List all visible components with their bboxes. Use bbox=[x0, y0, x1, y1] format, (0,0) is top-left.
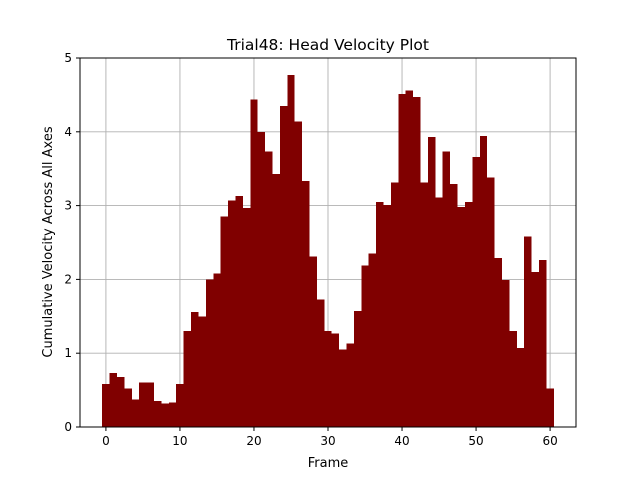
bar bbox=[398, 94, 406, 428]
bar bbox=[442, 151, 451, 427]
axis-ticks: 0 10 20 30 40 50 60 0 1 2 3 4 5 bbox=[64, 51, 557, 448]
bar bbox=[257, 131, 266, 428]
bar bbox=[457, 207, 465, 427]
bar bbox=[146, 382, 155, 427]
bar bbox=[524, 236, 532, 427]
bar bbox=[168, 402, 177, 427]
bar bbox=[102, 384, 110, 427]
y-tick-label: 5 bbox=[64, 51, 72, 65]
bar bbox=[139, 382, 147, 427]
bar bbox=[546, 388, 554, 427]
bar bbox=[427, 136, 436, 427]
bar bbox=[250, 99, 258, 427]
bar bbox=[516, 348, 525, 427]
bar bbox=[220, 216, 229, 427]
bar bbox=[272, 173, 280, 427]
bar bbox=[501, 280, 510, 427]
bar bbox=[265, 151, 273, 427]
bar bbox=[368, 253, 377, 427]
bar bbox=[228, 200, 236, 427]
bar bbox=[191, 311, 199, 427]
bars bbox=[102, 74, 554, 428]
bar bbox=[376, 201, 384, 427]
x-tick-label: 60 bbox=[542, 434, 557, 448]
bar bbox=[183, 331, 192, 427]
bar bbox=[302, 181, 310, 427]
bar bbox=[131, 399, 140, 427]
y-axis-label: Cumulative Velocity Across All Axes bbox=[41, 126, 56, 357]
y-tick-label: 1 bbox=[64, 346, 72, 360]
x-tick-label: 0 bbox=[102, 434, 110, 448]
bar bbox=[287, 74, 295, 427]
bar bbox=[479, 136, 488, 427]
bar bbox=[324, 331, 332, 427]
bar bbox=[538, 260, 547, 427]
bar bbox=[205, 279, 214, 427]
bar bbox=[235, 196, 243, 427]
bar bbox=[531, 272, 539, 427]
y-tick-label: 2 bbox=[64, 272, 72, 286]
y-tick-label: 0 bbox=[64, 420, 72, 434]
bar bbox=[161, 403, 169, 427]
bar bbox=[154, 401, 162, 427]
bar bbox=[279, 105, 288, 427]
bar bbox=[339, 349, 347, 427]
bar bbox=[390, 182, 399, 427]
bar bbox=[124, 388, 132, 427]
bar bbox=[109, 373, 118, 427]
bar bbox=[242, 207, 251, 427]
bar bbox=[472, 156, 480, 427]
bar bbox=[213, 273, 221, 427]
bar bbox=[405, 90, 414, 428]
bar bbox=[294, 121, 303, 427]
x-tick-label: 20 bbox=[246, 434, 261, 448]
bar bbox=[346, 343, 354, 427]
bar bbox=[198, 316, 206, 427]
bar bbox=[487, 177, 495, 427]
bar bbox=[316, 299, 325, 427]
chart-title: Trial48: Head Velocity Plot bbox=[226, 36, 429, 54]
bar bbox=[309, 256, 317, 427]
bar bbox=[361, 265, 369, 427]
y-tick-label: 4 bbox=[64, 125, 72, 139]
bar bbox=[353, 311, 362, 427]
bar bbox=[176, 384, 184, 427]
bar bbox=[331, 333, 340, 427]
x-tick-label: 30 bbox=[320, 434, 335, 448]
bar bbox=[464, 201, 473, 427]
x-axis-label: Frame bbox=[308, 456, 349, 471]
bar bbox=[509, 331, 517, 427]
bar bbox=[450, 184, 458, 427]
bar bbox=[494, 257, 502, 427]
x-tick-label: 40 bbox=[394, 434, 409, 448]
bar bbox=[420, 182, 428, 427]
bar bbox=[383, 204, 391, 427]
y-tick-label: 3 bbox=[64, 199, 72, 213]
bar bbox=[117, 376, 125, 427]
bar bbox=[435, 197, 443, 427]
bar bbox=[413, 97, 421, 427]
x-tick-label: 10 bbox=[172, 434, 187, 448]
x-tick-label: 50 bbox=[468, 434, 483, 448]
